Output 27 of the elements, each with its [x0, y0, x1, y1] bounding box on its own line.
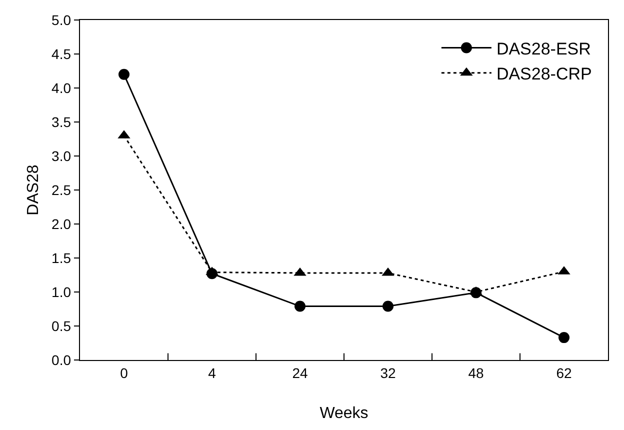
point — [470, 287, 482, 298]
x-tick-label: 24 — [292, 365, 308, 381]
legend-label: DAS28-CRP — [496, 64, 592, 84]
point — [382, 300, 394, 312]
y-tick-label: 4.5 — [52, 46, 72, 62]
x-tick-label: 0 — [120, 365, 128, 381]
y-tick-label: 2.0 — [52, 216, 72, 232]
point — [206, 268, 218, 280]
legend-label: DAS28-ESR — [496, 39, 591, 58]
y-tick-label: 4.0 — [52, 80, 72, 96]
y-tick-label: 2.5 — [52, 182, 72, 198]
x-tick-label: 62 — [556, 365, 572, 381]
y-tick-label: 0.5 — [52, 318, 72, 334]
point — [294, 300, 306, 312]
y-tick-label: 3.5 — [52, 114, 72, 130]
point — [558, 332, 570, 344]
y-axis-title: DAS28 — [24, 164, 42, 216]
y-tick-label: 1.5 — [52, 250, 72, 266]
y-tick-label: 0.0 — [52, 352, 72, 368]
y-tick-label: 3.0 — [52, 148, 72, 164]
point — [118, 68, 130, 80]
x-tick-label: 48 — [468, 365, 484, 381]
x-axis-title: Weeks — [320, 405, 368, 422]
x-tick-label: 4 — [208, 365, 216, 381]
y-tick-label: 1.0 — [52, 284, 72, 300]
x-tick-label: 32 — [380, 365, 396, 381]
y-tick-label: 5.0 — [52, 12, 72, 28]
